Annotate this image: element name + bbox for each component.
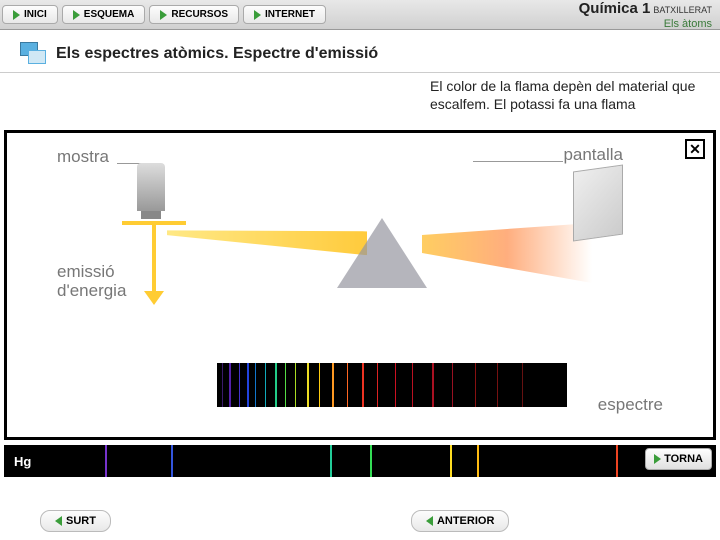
hg-line (105, 445, 107, 477)
play-icon (13, 10, 20, 20)
spectrum-line (377, 363, 378, 407)
spectrum-line (275, 363, 277, 407)
label-emissio: emissió d'energia (57, 263, 126, 300)
internet-label: INTERNET (265, 9, 315, 20)
hg-line (171, 445, 173, 477)
spectrum-line (319, 363, 320, 407)
play-icon (254, 10, 261, 20)
hg-spectrum: Hg (4, 445, 716, 477)
esquema-button[interactable]: ESQUEMA (62, 5, 146, 24)
play-icon (654, 454, 661, 464)
content-area: El color de la flama depèn del material … (0, 73, 720, 93)
surt-button[interactable]: SURT (40, 510, 111, 532)
spectrum-line (239, 363, 240, 407)
spectrum-line (497, 363, 498, 407)
hg-line (450, 445, 452, 477)
recursos-button[interactable]: RECURSOS (149, 5, 239, 24)
prism-icon (337, 218, 427, 288)
hg-line (616, 445, 618, 477)
label-pantalla: pantalla (563, 145, 623, 165)
title-area: Química 1BATXILLERAT Els àtoms (579, 0, 720, 30)
play-icon (73, 10, 80, 20)
prism-area (287, 168, 487, 308)
level-label: BATXILLERAT (653, 5, 712, 15)
diagram: mostra pantalla emissió d'energia espect… (7, 133, 713, 437)
diagram-overlay: ✕ mostra pantalla emissió d'energia espe… (4, 130, 716, 440)
spectrum-line (247, 363, 249, 407)
hg-line (330, 445, 332, 477)
spectrum-line (332, 363, 334, 407)
back-icon (426, 516, 433, 526)
spectrum-band (217, 363, 567, 407)
spectrum-line (522, 363, 523, 407)
hg-label: Hg (14, 454, 31, 469)
esquema-label: ESQUEMA (84, 9, 135, 20)
bottom-bar: SURT ANTERIOR (0, 502, 720, 540)
anterior-label: ANTERIOR (437, 515, 494, 527)
hg-lines (51, 445, 716, 477)
spectrum-line (229, 363, 231, 407)
hg-line (477, 445, 479, 477)
torna-label: TORNA (664, 453, 703, 465)
section-header: Els espectres atòmics. Espectre d'emissi… (0, 30, 720, 73)
subject-title: Química 1 (579, 0, 651, 17)
spectrum-line (395, 363, 396, 407)
hg-line (370, 445, 372, 477)
lamp-icon (137, 163, 165, 211)
inici-label: INICI (24, 9, 47, 20)
label-espectre: espectre (598, 395, 663, 415)
spectrum-line (432, 363, 434, 407)
top-nav: INICI ESQUEMA RECURSOS INTERNET Química … (0, 0, 720, 30)
spectrum-line (255, 363, 256, 407)
section-title: Els espectres atòmics. Espectre d'emissi… (56, 45, 378, 63)
spectrum-line (475, 363, 476, 407)
beam-out (422, 223, 592, 283)
label-mostra: mostra (57, 147, 109, 167)
surt-label: SURT (66, 515, 96, 527)
spectrum-line (347, 363, 348, 407)
spectrum-line (412, 363, 413, 407)
body-text: El color de la flama depèn del material … (430, 77, 700, 113)
back-icon (55, 516, 62, 526)
spectrum-line (362, 363, 364, 407)
section-icon (20, 42, 48, 66)
torna-button[interactable]: TORNA (645, 448, 712, 470)
inici-button[interactable]: INICI (2, 5, 58, 24)
internet-button[interactable]: INTERNET (243, 5, 326, 24)
arrow-down-icon (152, 223, 156, 293)
pointer-line (473, 161, 563, 162)
recursos-label: RECURSOS (171, 9, 228, 20)
spectrum-line (222, 363, 223, 407)
spectrum-line (265, 363, 266, 407)
anterior-button[interactable]: ANTERIOR (411, 510, 509, 532)
topic-label: Els àtoms (579, 18, 712, 30)
spectrum-line (452, 363, 453, 407)
spectrum-line (285, 363, 286, 407)
spectrum-line (307, 363, 309, 407)
play-icon (160, 10, 167, 20)
screen-icon (573, 164, 623, 241)
spectrum-line (295, 363, 296, 407)
